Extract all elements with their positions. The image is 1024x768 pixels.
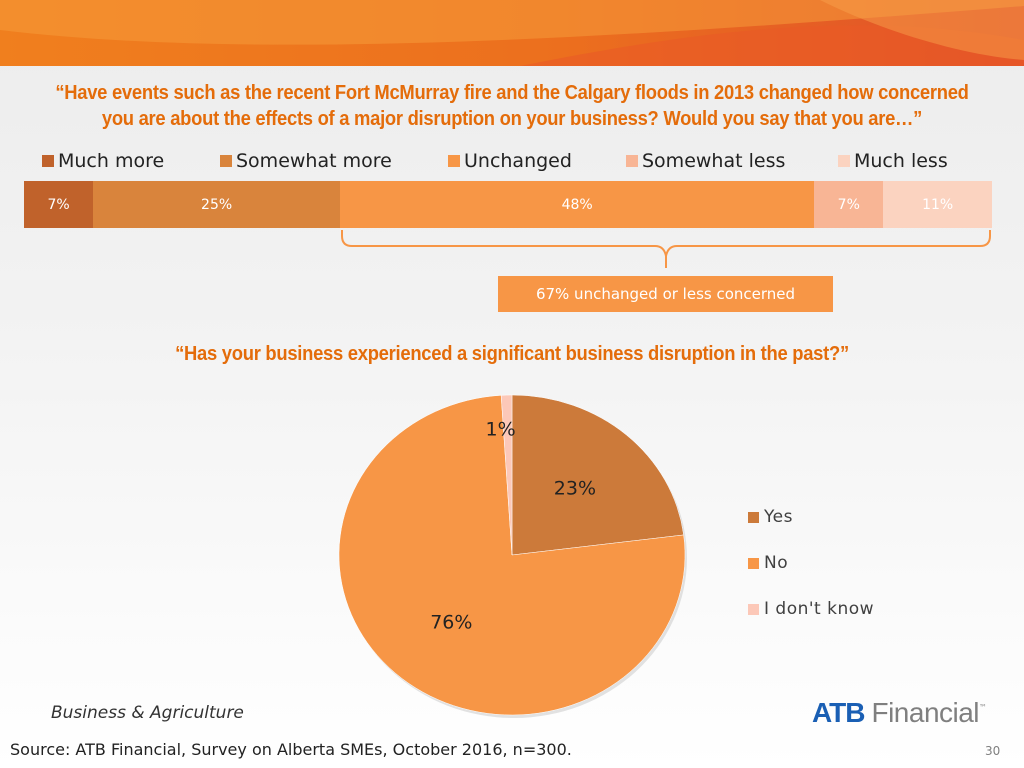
legend-swatch	[448, 155, 460, 167]
legend-label: Much more	[58, 150, 165, 172]
legend-swatch	[838, 155, 850, 167]
pie-legend-item: No	[748, 540, 948, 586]
question-1-title: “Have events such as the recent Fort McM…	[55, 82, 969, 130]
legend-item: Somewhat more	[220, 150, 392, 172]
legend-item: Much less	[838, 150, 948, 172]
legend-label: I don't know	[764, 599, 875, 619]
pie-data-label: 23%	[554, 477, 596, 499]
question-2-title: “Has your business experienced a signifi…	[175, 343, 849, 365]
bar-segment-unchanged: 48%	[340, 181, 815, 228]
logo-trademark: ™	[979, 703, 988, 712]
pie-chart-legend: Yes No I don't know	[748, 494, 948, 632]
bar-data-label: 7%	[837, 196, 860, 213]
legend-swatch	[42, 155, 54, 167]
legend-label: Much less	[854, 150, 948, 172]
pie-chart: 23% 76% 1%	[338, 394, 687, 718]
bar-segment-much-more: 7%	[24, 181, 94, 228]
legend-label: Unchanged	[464, 150, 572, 172]
legend-swatch	[626, 155, 638, 167]
logo-text: Financial	[871, 697, 980, 728]
legend-swatch	[748, 511, 759, 523]
legend-label: Somewhat more	[236, 150, 392, 172]
logo-brand: ATB	[812, 697, 865, 728]
bar-data-label: 11%	[922, 196, 954, 213]
legend-swatch	[220, 155, 232, 167]
bar-data-label: 25%	[201, 196, 233, 213]
bar-chart-legend: Much more Somewhat more Unchanged Somewhat …	[42, 150, 1002, 174]
legend-item: Much more	[42, 150, 164, 172]
stacked-bar-chart: 7% 25% 48% 7% 11%	[24, 181, 992, 228]
header-banner	[0, 0, 1024, 66]
callout-summary: 67% unchanged or less concerned	[498, 276, 833, 312]
legend-label: Somewhat less	[642, 150, 786, 172]
legend-swatch	[748, 603, 759, 615]
legend-swatch	[748, 557, 759, 569]
legend-item: Somewhat less	[626, 150, 785, 172]
bar-data-label: 48%	[561, 196, 593, 213]
page-number: 30	[985, 744, 1001, 758]
bar-segment-somewhat-less: 7%	[814, 181, 884, 228]
legend-label: Yes	[764, 507, 793, 527]
source-note: Source: ATB Financial, Survey on Alberta…	[10, 740, 572, 759]
bar-segment-somewhat-more: 25%	[93, 181, 341, 228]
pie-slice-i-don-t-know	[500, 394, 513, 556]
pie-slice-no	[338, 395, 686, 716]
pie-data-label: 76%	[430, 611, 472, 633]
section-label: Business & Agriculture	[51, 703, 244, 723]
legend-item: Unchanged	[448, 150, 572, 172]
pie-slice-yes	[511, 394, 684, 556]
pie-legend-item: I don't know	[748, 586, 948, 632]
pie-legend-item: Yes	[748, 494, 948, 540]
legend-label: No	[764, 553, 789, 573]
pie-data-label: 1%	[485, 419, 515, 441]
bracket-connector	[341, 230, 991, 268]
bar-segment-much-less: 11%	[883, 181, 992, 228]
bar-data-label: 7%	[47, 196, 70, 213]
atb-financial-logo: ATB Financial ™	[812, 697, 987, 729]
